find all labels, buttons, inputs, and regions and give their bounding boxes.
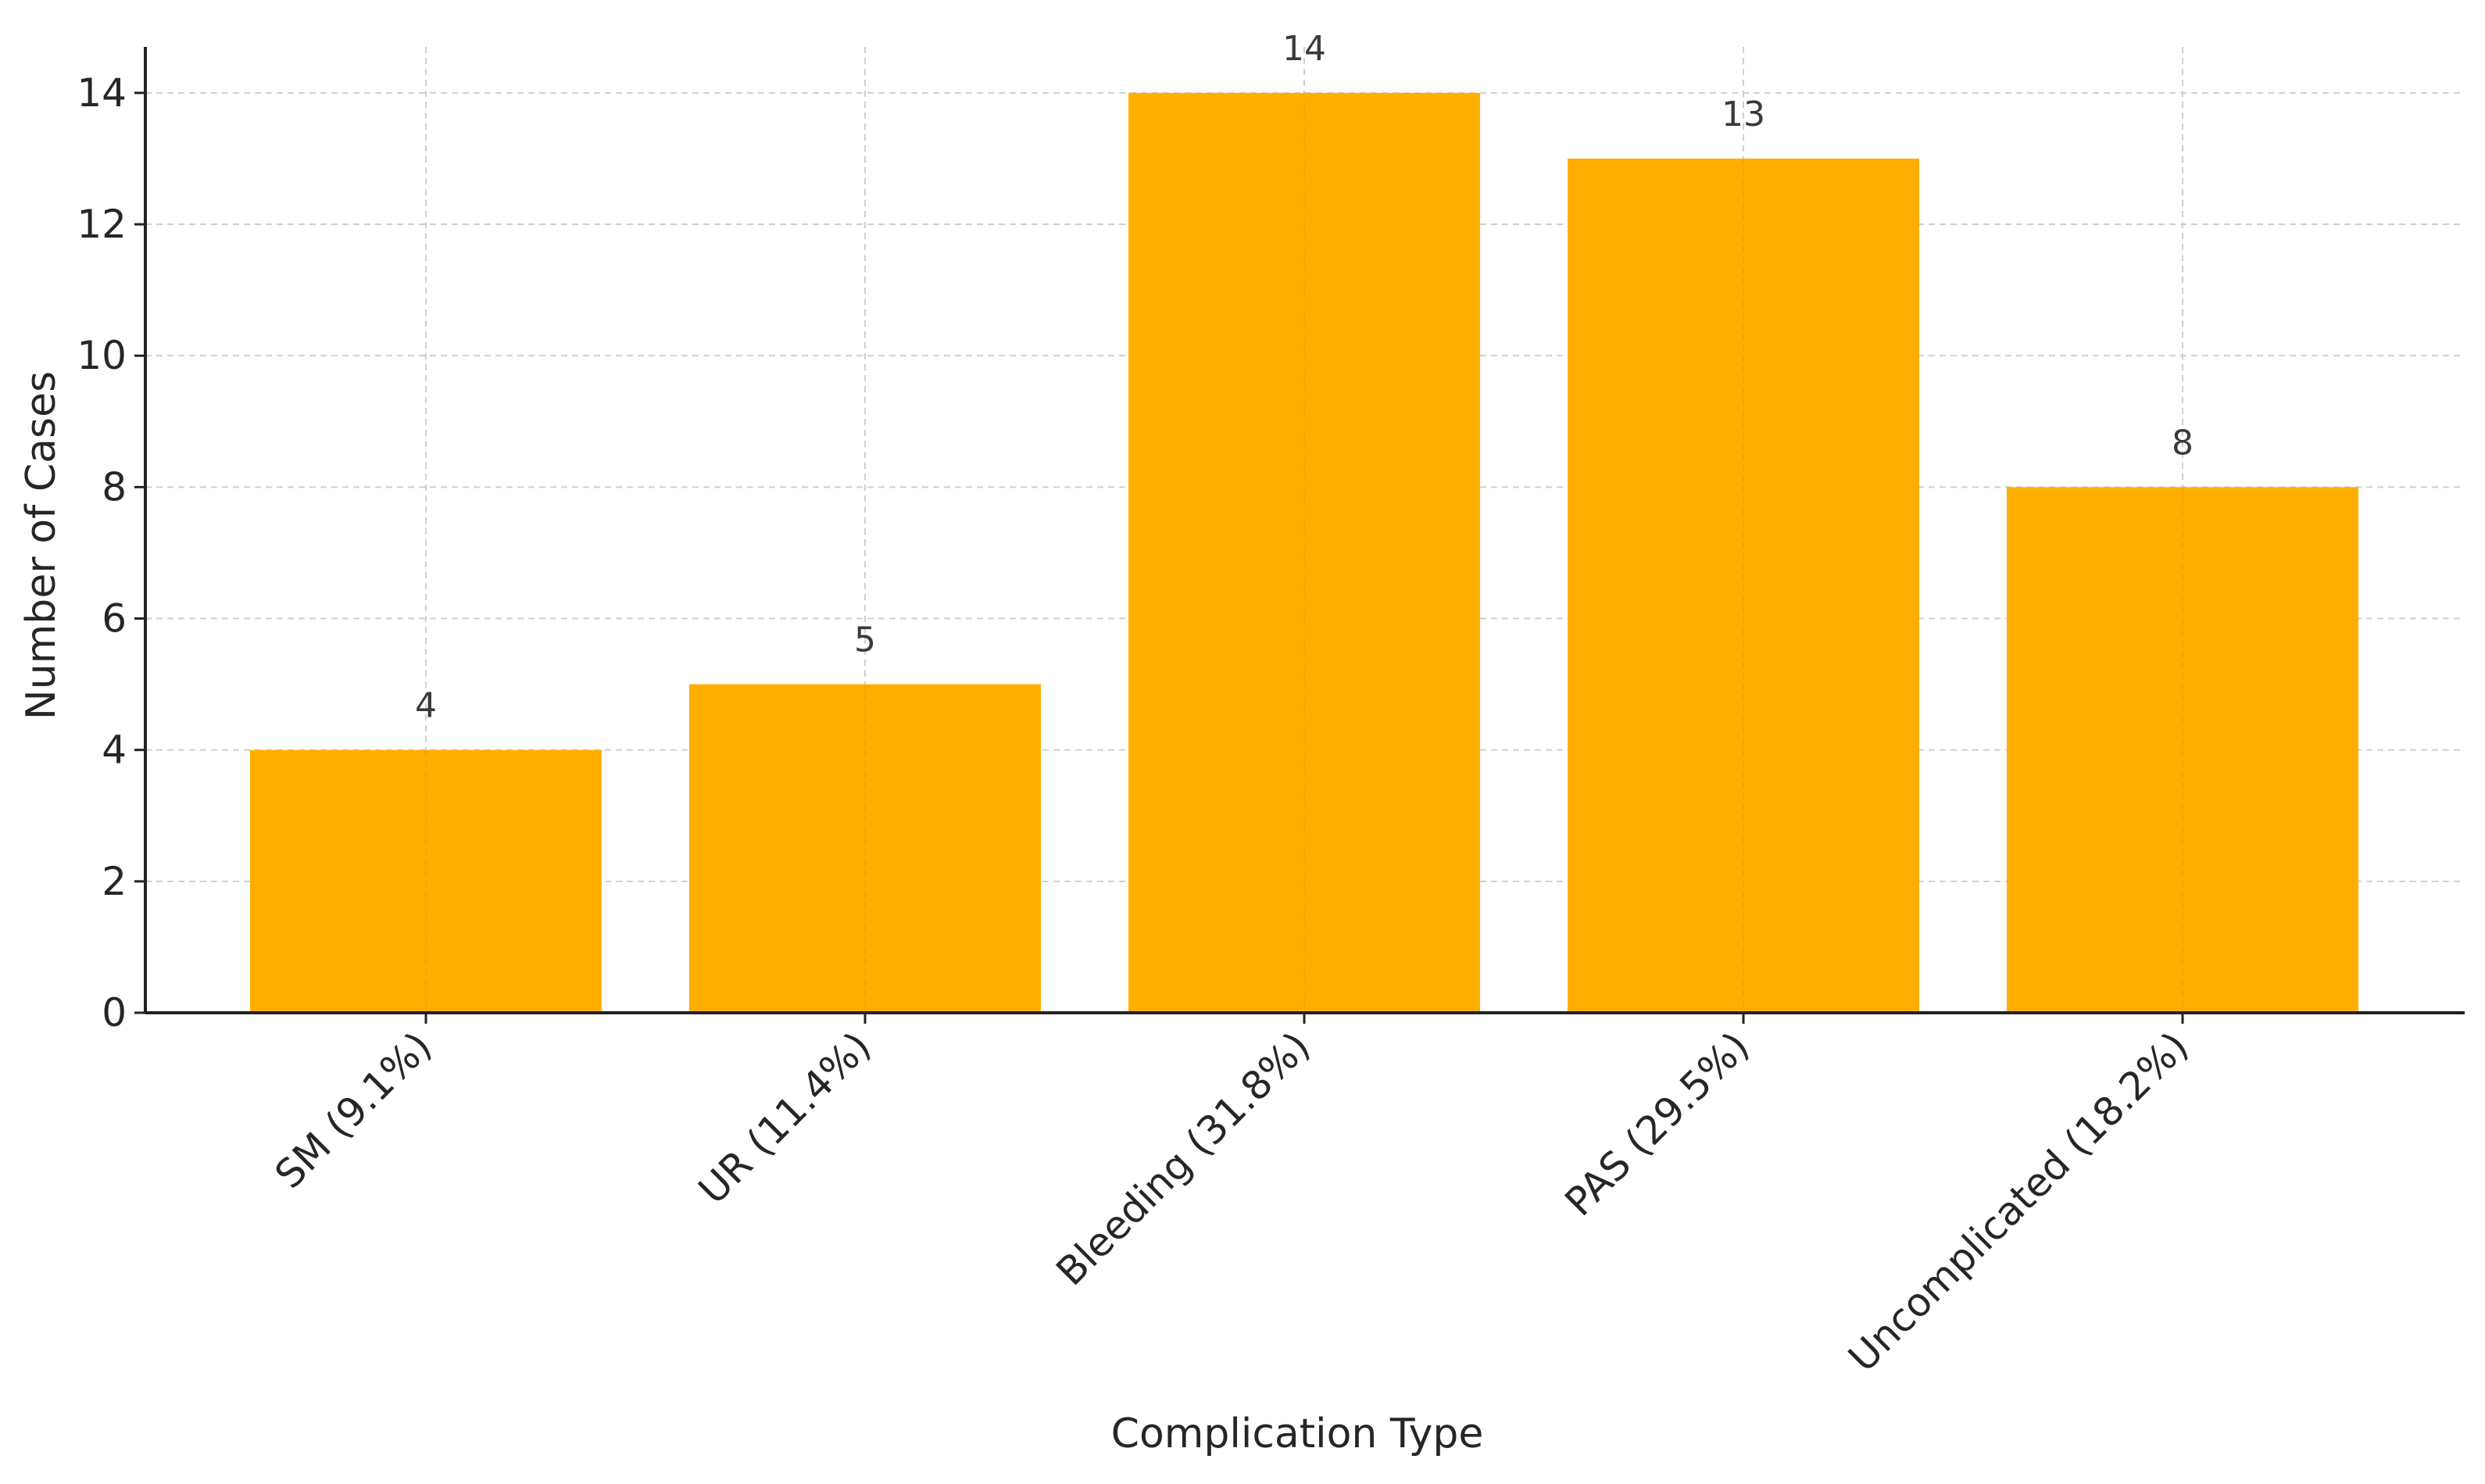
bar-value-label: 5	[854, 620, 876, 660]
x-tick-label: PAS (29.5%)	[1557, 1023, 1758, 1225]
x-tick-label: UR (11.4%)	[690, 1023, 880, 1213]
x-tick-label: SM (9.1%)	[266, 1023, 441, 1197]
y-tick-label: 8	[102, 464, 127, 510]
value-labels: 4 5 14 13 8	[415, 29, 2194, 726]
bar-value-label: 4	[415, 686, 437, 726]
y-tick-label: 14	[77, 70, 127, 116]
y-tick-label: 0	[102, 990, 127, 1035]
y-tick-label: 12	[77, 202, 127, 247]
y-tick-label: 2	[102, 859, 127, 904]
bar-value-label: 8	[2172, 423, 2194, 463]
bar-value-label: 13	[1722, 95, 1765, 134]
bar-value-label: 14	[1282, 29, 1326, 69]
bars	[250, 92, 2358, 1014]
x-tick-label: Bleeding (31.8%)	[1048, 1023, 1319, 1294]
axes	[134, 47, 2465, 1024]
y-axis-title: Number of Cases	[18, 371, 65, 720]
y-tick-label: 10	[77, 333, 127, 378]
y-tick-labels: 0 2 4 6 8 10 12 14	[77, 70, 127, 1035]
x-axis-title: Complication Type	[1111, 1411, 1484, 1457]
y-tick-label: 4	[102, 728, 127, 773]
x-tick-label: Uncomplicated (18.2%)	[1840, 1023, 2197, 1380]
x-tick-labels: SM (9.1%) UR (11.4%) Bleeding (31.8%) PAS (…	[266, 1023, 2197, 1380]
y-tick-label: 6	[102, 596, 127, 642]
